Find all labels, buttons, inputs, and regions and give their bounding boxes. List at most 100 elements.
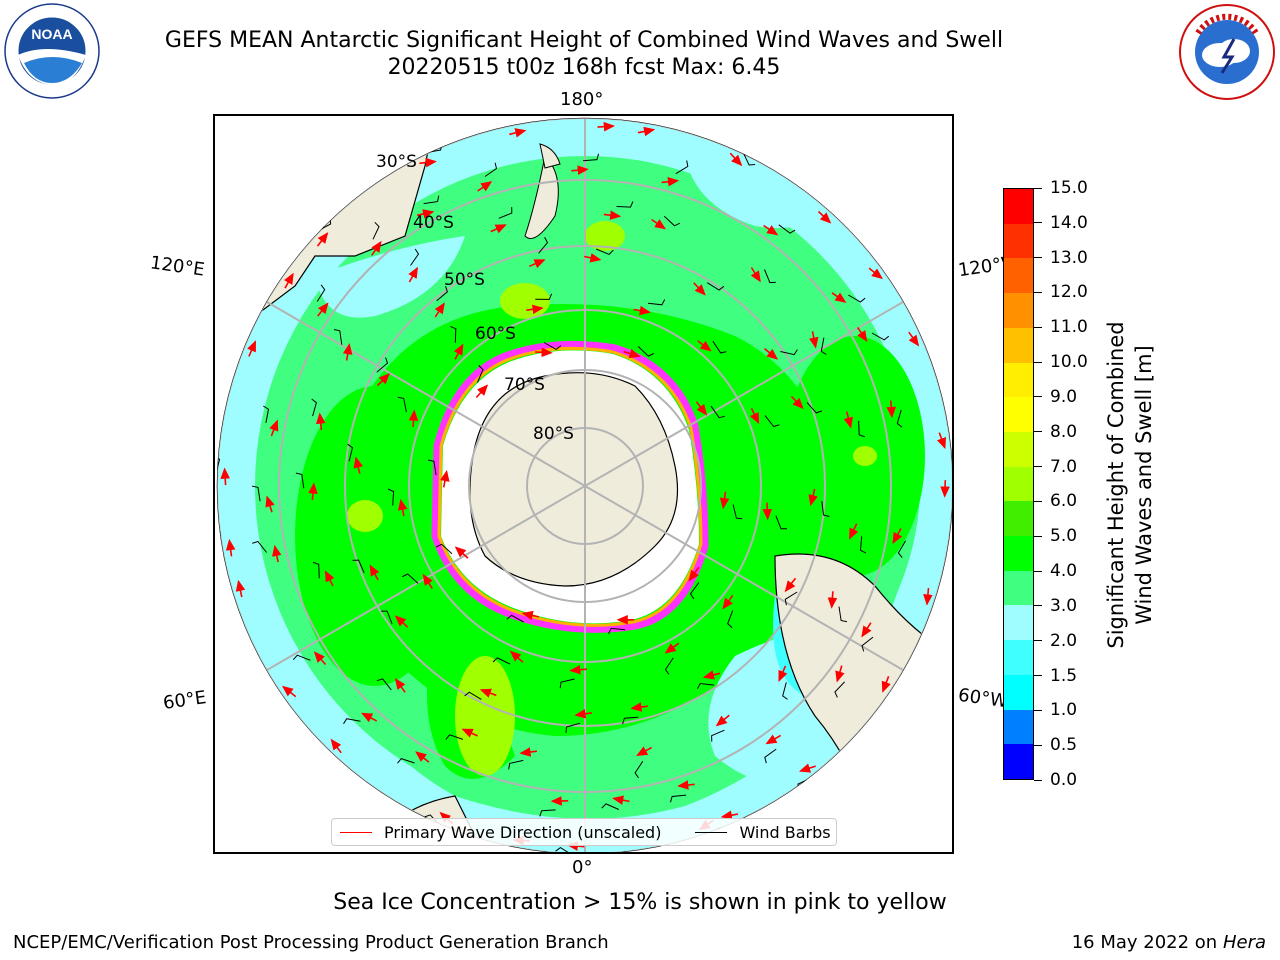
wave-direction-arrow <box>225 539 236 557</box>
wind-barb <box>263 405 270 423</box>
wind-barb <box>663 215 681 227</box>
wave-direction-arrow <box>765 734 782 745</box>
wind-barb <box>387 488 395 506</box>
colorbar-tick-label: 10.0 <box>1034 352 1088 372</box>
wind-barb <box>506 614 525 623</box>
colorbar-segment <box>1004 293 1033 328</box>
wave-direction-arrow <box>849 523 859 540</box>
wave-direction-arrow <box>612 795 630 805</box>
colorbar-tick-label: 3.0 <box>1034 596 1077 616</box>
wave-direction-arrow <box>809 331 819 349</box>
wave-direction-arrow <box>778 665 788 682</box>
wave-direction-arrow <box>353 456 363 474</box>
wave-direction-arrow <box>719 491 730 510</box>
wave-direction-arrow <box>394 615 409 628</box>
wave-direction-arrow <box>394 677 406 693</box>
wave-direction-arrow <box>265 495 275 513</box>
wind-barb <box>664 657 674 675</box>
colorbar-tick-label: 11.0 <box>1034 317 1088 337</box>
nws-logo <box>1178 3 1276 101</box>
wind-barb <box>539 809 556 817</box>
wave-direction-arrow <box>369 564 380 581</box>
wind-barb <box>764 748 777 764</box>
wind-barb <box>381 610 393 625</box>
lat-label-40s: 40°S <box>413 213 454 233</box>
wind-barb <box>538 237 549 254</box>
wind-barb <box>251 485 261 502</box>
wave-direction-arrow <box>597 121 615 132</box>
lat-label-60s: 60°S <box>475 324 516 344</box>
wave-direction-arrow <box>881 676 891 693</box>
wind-barb <box>727 610 734 629</box>
wind-barb <box>397 758 415 764</box>
colorbar-tick-label: 6.0 <box>1034 491 1077 511</box>
wave-direction-arrow <box>422 573 433 590</box>
wave-direction-arrow <box>342 343 353 361</box>
wave-direction-arrow <box>908 331 920 347</box>
colorbar-segment <box>1004 536 1033 571</box>
wave-direction-arrow <box>416 209 435 219</box>
wave-direction-arrow <box>330 738 342 754</box>
wave-direction-arrow <box>220 467 230 486</box>
wind-barb <box>500 848 517 852</box>
wind-barb <box>706 282 725 291</box>
wave-direction-arrow <box>477 181 493 192</box>
lon-label-top: 180° <box>560 89 604 110</box>
wind-barb <box>764 269 776 284</box>
wind-barb <box>565 722 581 734</box>
footer-organization: NCEP/EMC/Verification Post Processing Pr… <box>13 932 609 953</box>
wave-direction-arrow <box>702 670 721 680</box>
wind-barb <box>650 118 666 124</box>
wind-barb <box>436 285 448 302</box>
wave-direction-arrow <box>936 432 947 450</box>
noaa-logo-text: NOAA <box>31 26 72 42</box>
colorbar-segment <box>1004 640 1033 675</box>
colorbar-tick-label: 1.5 <box>1034 666 1077 686</box>
colorbar-tick-label: 2.0 <box>1034 631 1077 651</box>
wave-direction-arrow <box>827 591 838 609</box>
colorbar <box>1003 188 1034 780</box>
legend-label-barb: Wind Barbs <box>739 822 831 842</box>
wind-barb <box>634 760 644 779</box>
wind-barb <box>820 337 827 355</box>
wave-direction-arrow <box>283 272 294 289</box>
wind-barb <box>343 718 361 725</box>
polar-map-svg <box>216 117 952 852</box>
wave-direction-arrow <box>521 610 539 621</box>
wave-direction-arrow <box>688 566 700 582</box>
wind-barb <box>435 543 453 555</box>
wave-direction-arrow <box>715 714 730 727</box>
colorbar-segment <box>1004 189 1033 224</box>
wave-direction-arrow <box>790 395 804 410</box>
wind-barb <box>535 293 553 300</box>
wave-direction-arrow <box>729 152 743 167</box>
wave-direction-arrow <box>677 780 695 790</box>
wave-direction-arrow <box>636 746 652 756</box>
graticule <box>217 118 952 852</box>
wave-direction-arrow <box>574 709 592 719</box>
wave-direction-arrow <box>454 546 469 559</box>
wind-barb <box>352 559 365 574</box>
colorbar-tick-label: 0.0 <box>1034 770 1077 790</box>
colorbar-tick-label: 7.0 <box>1034 457 1077 477</box>
wave-direction-arrow <box>324 570 335 587</box>
wind-barb <box>848 294 866 303</box>
wave-direction-arrow <box>361 712 378 723</box>
wind-barb <box>376 357 389 373</box>
wind-barb <box>806 402 823 414</box>
wave-direction-arrow <box>376 373 390 387</box>
wave-direction-arrow <box>569 664 587 675</box>
wind-barb <box>555 846 573 852</box>
wave-direction-arrow <box>509 650 524 663</box>
wind-barb <box>784 591 798 606</box>
wind-barb <box>647 299 666 306</box>
wave-direction-arrow <box>835 665 845 683</box>
wind-barb <box>896 409 903 428</box>
wave-direction-arrow <box>490 224 507 234</box>
colorbar-ticks: 0.0 0.5 1.0 1.5 2.0 3.0 4.0 5.0 6.0 7.0 8.0 9.0 10.0… <box>1034 178 1094 790</box>
wind-barb <box>838 606 848 623</box>
wave-direction-arrow <box>479 688 497 698</box>
colorbar-segment <box>1004 674 1033 710</box>
wind-barb <box>711 729 725 742</box>
colorbar-tick-label: 0.5 <box>1034 735 1077 755</box>
